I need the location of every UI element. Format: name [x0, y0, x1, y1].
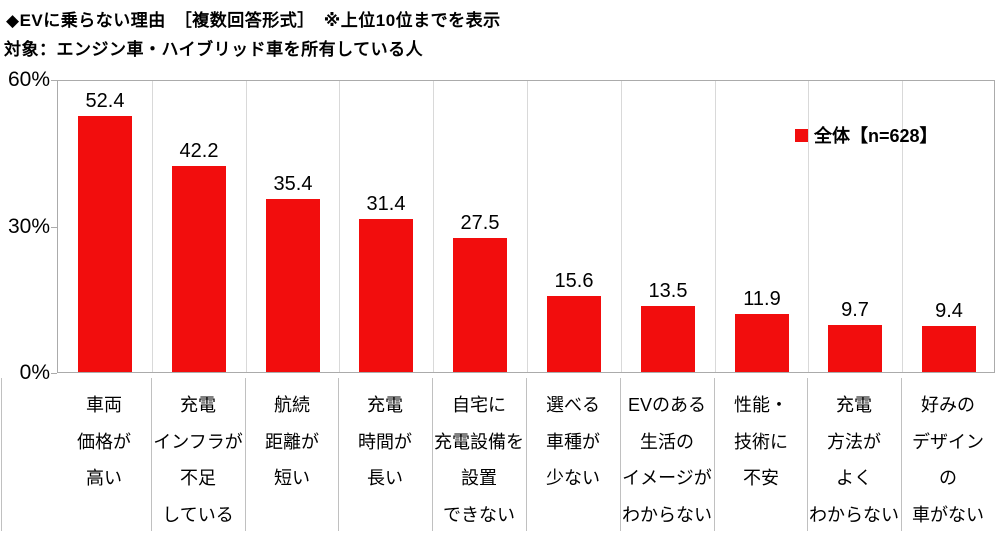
- x-label-separator: [620, 378, 621, 531]
- x-label-separator: [1, 378, 2, 531]
- x-label-航続距離が短い: 航続 距離が 短い: [245, 387, 339, 497]
- x-label-line: できない: [443, 504, 515, 525]
- x-label-性能・技術に不安: 性能・ 技術に 不安: [714, 387, 808, 497]
- category-gridline: [246, 81, 247, 372]
- x-label-line: 不安: [743, 468, 779, 488]
- y-tick-mark: [51, 373, 57, 374]
- bar-自宅に充電設備を設置できない: [453, 238, 507, 372]
- legend: 全体【n=628】: [795, 122, 938, 148]
- x-label-line: インフラが: [153, 431, 243, 452]
- category-gridline: [902, 81, 903, 372]
- x-label-line: 生活の: [640, 431, 694, 452]
- x-label-separator: [338, 378, 339, 531]
- value-label: 52.4: [85, 90, 125, 112]
- x-label-line: 長い: [367, 468, 403, 488]
- bar-性能・技術に不安: [735, 314, 789, 372]
- y-tick-label: 30%: [7, 215, 50, 238]
- x-label-separator: [714, 378, 715, 531]
- x-label-line: 車がない: [912, 504, 984, 525]
- x-label-line: よく: [836, 468, 872, 488]
- x-label-line: 少ない: [546, 468, 600, 488]
- x-label-line: 車種が: [546, 431, 600, 452]
- category-gridline: [152, 81, 153, 372]
- value-label: 13.5: [648, 280, 688, 302]
- value-label: 35.4: [273, 173, 313, 195]
- chart-title: ◆EVに乗らない理由 ［複数回答形式］ ※上位10位までを表示: [6, 11, 501, 30]
- x-label-充電インフラが不足している: 充電インフラが不足している: [151, 387, 245, 533]
- bar-充電インフラが不足している: [172, 166, 226, 372]
- x-label-separator: [526, 378, 527, 531]
- category-gridline: [715, 81, 716, 372]
- category-gridline: [808, 81, 809, 372]
- x-label-line: 短い: [274, 468, 310, 488]
- x-label-line: している: [162, 504, 234, 525]
- y-tick-mark: [51, 80, 57, 81]
- x-label-line: 時間が: [358, 431, 412, 452]
- bar-選べる車種が少ない: [547, 296, 601, 372]
- value-label: 11.9: [743, 288, 781, 310]
- category-gridline: [433, 81, 434, 372]
- x-label-選べる車種が少ない: 選べる 車種が 少ない: [526, 387, 620, 497]
- x-label-line: 距離が: [265, 431, 319, 452]
- x-label-line: 方法が: [827, 431, 881, 452]
- value-label: 42.2: [179, 140, 219, 162]
- x-label-充電時間が長い: 充電 時間が 長い: [338, 387, 432, 497]
- category-gridline: [621, 81, 622, 372]
- x-label-separator: [807, 378, 808, 531]
- x-label-line: 設置: [461, 468, 497, 488]
- x-label-line: デザイン: [912, 431, 984, 452]
- x-label-line: わからない: [809, 504, 899, 525]
- bar-EVのある生活のイメージがわからない: [641, 306, 695, 372]
- value-label: 31.4: [366, 193, 406, 215]
- bar-航続距離が短い: [266, 199, 320, 372]
- category-gridline: [527, 81, 528, 372]
- value-label: 27.5: [460, 212, 500, 234]
- x-label-line: わからない: [622, 504, 712, 525]
- x-label-separator: [901, 378, 902, 531]
- x-label-line: 技術に: [734, 431, 788, 452]
- x-label-line: 充電設備を: [434, 431, 524, 452]
- value-label: 15.6: [554, 270, 594, 292]
- y-tick-label: 0%: [19, 361, 50, 384]
- bar-充電時間が長い: [359, 219, 413, 372]
- x-label-line: 充電: [836, 395, 872, 415]
- category-gridline: [339, 81, 340, 372]
- plot-area: 52.4 42.2 35.4 31.4 27.5 15.6 13.5 11.9 9.7 9.4: [57, 80, 995, 373]
- bar-好みのデザインの車がない: [922, 326, 976, 372]
- x-label-separator: [245, 378, 246, 531]
- x-label-line: 自宅に: [452, 395, 506, 415]
- legend-label: 全体【n=628】: [814, 126, 938, 146]
- x-label-自宅に充電設備を設置できない: 自宅に充電設備を設置できない: [432, 387, 526, 533]
- y-tick-mark: [51, 227, 57, 228]
- x-label-line: 不足: [180, 468, 216, 488]
- chart-subtitle: 対象：エンジン車・ハイブリッド車を所有している人: [4, 40, 424, 59]
- x-label-line: の: [939, 468, 957, 488]
- y-tick-label: 60%: [7, 68, 50, 91]
- x-label-充電方法がよくわからない: 充電方法がよくわからない: [807, 387, 901, 533]
- x-label-line: 充電: [367, 395, 403, 415]
- x-label-line: 航続: [274, 395, 310, 415]
- x-label-separator: [151, 378, 152, 531]
- bar-車両価格が高い: [78, 116, 132, 372]
- x-label-line: イメージが: [622, 468, 712, 488]
- x-label-line: 選べる: [546, 395, 600, 415]
- x-label-車両価格が高い: 車両 価格が 高い: [57, 387, 151, 497]
- x-label-line: 高い: [86, 468, 122, 488]
- x-label-line: 充電: [180, 395, 216, 415]
- legend-red-square-icon: [795, 128, 808, 142]
- value-label: 9.7: [841, 299, 869, 321]
- x-label-line: EVのある: [627, 395, 706, 415]
- value-label: 9.4: [935, 300, 963, 322]
- x-label-line: 性能・: [734, 395, 788, 415]
- x-label-line: 車両: [86, 395, 122, 415]
- bar-充電方法がよくわからない: [828, 325, 882, 372]
- x-label-EVのある生活のイメージがわからない: EVのある生活のイメージがわからない: [620, 387, 714, 533]
- x-label-separator: [432, 378, 433, 531]
- x-label-line: 好みの: [921, 395, 975, 415]
- x-label-好みのデザインの車がない: 好みのデザインの車がない: [901, 387, 995, 533]
- x-label-line: 価格が: [77, 431, 131, 452]
